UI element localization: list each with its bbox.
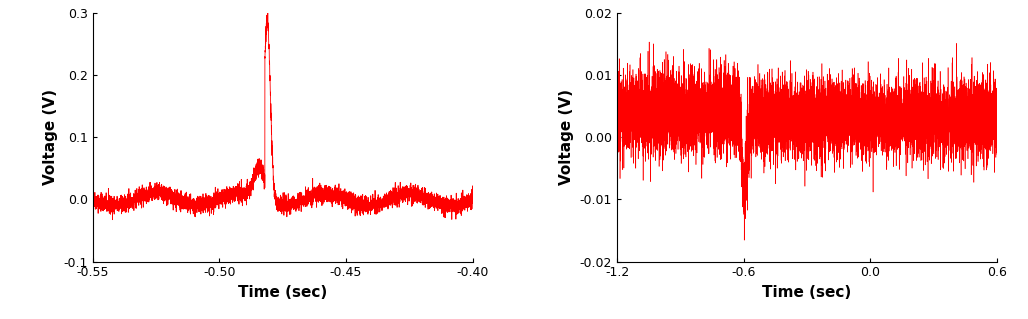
Y-axis label: Voltage (V): Voltage (V) — [43, 89, 58, 185]
X-axis label: Time (sec): Time (sec) — [763, 285, 852, 300]
Y-axis label: Voltage (V): Voltage (V) — [559, 89, 575, 185]
X-axis label: Time (sec): Time (sec) — [237, 285, 327, 300]
